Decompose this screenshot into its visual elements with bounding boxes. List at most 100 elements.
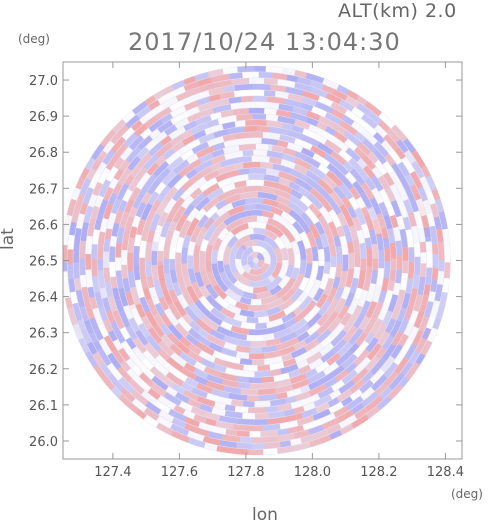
radar-cell (146, 162, 159, 176)
radar-cell (217, 189, 235, 202)
radar-cell (187, 268, 197, 284)
radar-cell (105, 152, 121, 171)
radar-cell (319, 206, 333, 224)
radar-cell (243, 364, 258, 372)
radar-cell (344, 109, 356, 120)
radar-cell (247, 254, 254, 265)
radar-cell (396, 139, 409, 154)
radar-cell (248, 353, 265, 360)
radar-cell (348, 158, 361, 171)
radar-cell (73, 227, 82, 247)
radar-cell (123, 305, 134, 320)
radar-cell (318, 115, 333, 127)
radar-cell (331, 380, 345, 392)
radar-cell (135, 201, 147, 218)
radar-cell (250, 299, 262, 305)
radar-cell (400, 338, 413, 355)
radar-cell (332, 276, 341, 289)
radar-cell (199, 250, 206, 271)
radar-cell (341, 114, 355, 126)
radar-cell (261, 345, 278, 353)
radar-cell (103, 335, 117, 352)
x-tick-label: 127.4 (94, 465, 131, 480)
radar-cell (85, 269, 93, 288)
radar-cell (167, 302, 182, 320)
radar-cell (214, 295, 229, 309)
radar-cell (265, 297, 285, 310)
radar-cell (243, 246, 254, 257)
radar-cell (333, 235, 342, 247)
radar-cell (235, 244, 247, 260)
radar-cell (319, 434, 332, 444)
radar-cell (347, 206, 358, 219)
radar-cell (427, 327, 438, 343)
radar-cell (109, 246, 116, 262)
radar-cell (140, 203, 153, 221)
radar-cell (179, 351, 197, 367)
radar-cell (106, 212, 117, 230)
radar-cell (276, 202, 292, 214)
radar-cell (146, 298, 159, 317)
radar-cell (317, 194, 333, 213)
radar-cell (110, 132, 122, 145)
radar-cell (170, 423, 190, 436)
radar-cell (182, 135, 196, 146)
radar-cell (299, 231, 311, 249)
radar-cell (322, 78, 340, 90)
radar-cell (156, 416, 173, 429)
radar-cell (190, 176, 207, 191)
radar-cell (212, 237, 223, 251)
radar-cell (187, 430, 205, 442)
radar-cell (236, 114, 253, 121)
radar-cell (423, 227, 432, 242)
radar-cell (418, 315, 430, 333)
radar-cell (342, 224, 353, 243)
radar-cell (223, 342, 237, 351)
radar-cell (147, 191, 160, 206)
radar-cell (103, 203, 114, 220)
radar-cell (164, 308, 179, 327)
radar-cell (251, 455, 264, 456)
radar-cell (311, 246, 319, 262)
radar-cell (205, 393, 220, 402)
x-tick-label: 128.0 (294, 465, 331, 480)
radar-cell (75, 177, 85, 190)
radar-cell (119, 211, 130, 229)
radar-cell (87, 217, 97, 237)
radar-cell (165, 386, 178, 397)
radar-cell (200, 269, 212, 289)
radar-cell (290, 307, 303, 318)
radar-cell (216, 164, 234, 176)
radar-cell (180, 367, 197, 381)
radar-cell (231, 448, 249, 455)
radar-cell (141, 191, 152, 205)
radar-cell (269, 362, 285, 371)
radar-cell (272, 163, 292, 174)
radar-cell (211, 263, 222, 282)
radar-cell (378, 250, 385, 269)
radar-cell (237, 138, 251, 145)
radar-cell (78, 337, 90, 354)
radar-cell (420, 165, 431, 178)
radar-cell (208, 86, 226, 96)
radar-cell (63, 244, 68, 261)
radar-cell (431, 268, 439, 281)
y-tick-label: 26.3 (29, 327, 58, 342)
radar-cell (213, 129, 229, 139)
radar-cell (145, 241, 153, 261)
radar-cell (296, 76, 312, 86)
radar-cell (241, 215, 257, 224)
x-tick-label: 128.2 (360, 465, 397, 480)
radar-cell (428, 291, 436, 303)
radar-cell (321, 335, 333, 347)
radar-cell (285, 86, 304, 96)
radar-cell (398, 317, 410, 334)
radar-cell (165, 208, 178, 223)
radar-cell (123, 229, 131, 241)
radar-cell (241, 96, 253, 103)
radar-cell (63, 282, 71, 299)
radar-cell (432, 243, 439, 255)
radar-cell (115, 299, 125, 313)
radar-cell (397, 200, 409, 219)
radar-cell (435, 198, 444, 213)
